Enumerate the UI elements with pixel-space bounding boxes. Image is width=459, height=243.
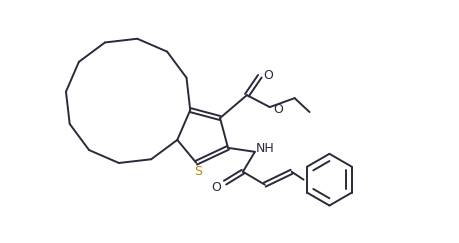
Text: O: O: [263, 69, 273, 82]
Text: NH: NH: [255, 142, 274, 155]
Text: O: O: [273, 103, 283, 116]
Text: O: O: [211, 181, 221, 194]
Text: S: S: [194, 165, 202, 178]
